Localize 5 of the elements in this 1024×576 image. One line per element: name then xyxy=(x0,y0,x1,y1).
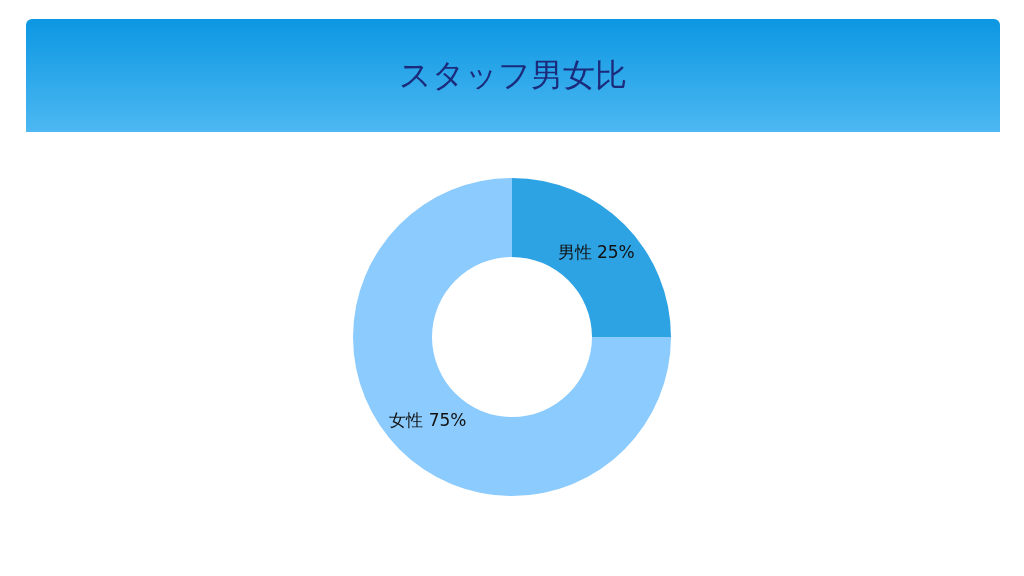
donut-slice xyxy=(353,178,671,496)
chart-title: スタッフ男女比 xyxy=(399,54,627,96)
donut-slice xyxy=(512,178,671,337)
slice-label: 男性 25% xyxy=(557,241,635,262)
slice-label: 女性 75% xyxy=(389,410,467,431)
